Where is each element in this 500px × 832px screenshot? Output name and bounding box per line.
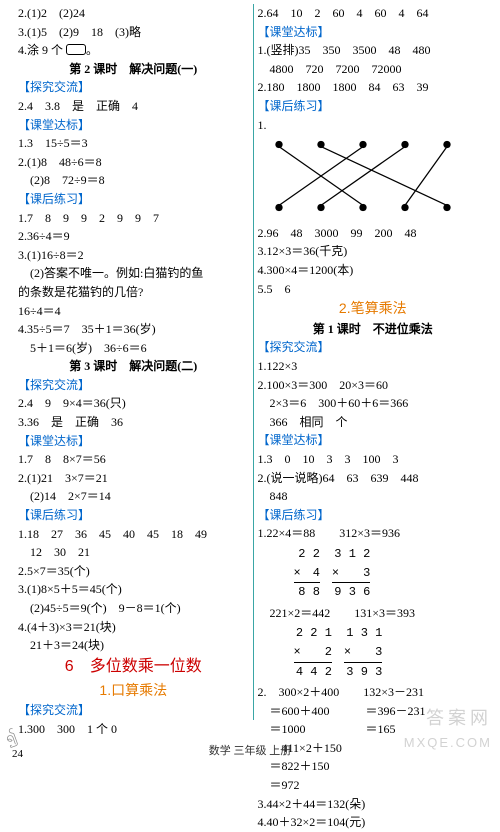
matching-diagram [258,134,468,218]
text-line: 6 多位数乘一位数 [18,655,249,680]
text-line: 3.44×2＋44＝132(朵) [258,795,489,814]
text-line: 【课堂达标】 [18,116,249,135]
text-line: 1.7 8 8×7＝56 [18,450,249,469]
text-line: 3.12×3＝36(千克) [258,242,489,261]
text-line: 4.(4＋3)×3＝21(块) [18,618,249,637]
text-line: 1.(竖排)35 350 3500 48 480 [258,41,489,60]
text-line: 2. 300×2＋400 132×3－231 [258,683,489,702]
text-line: 4.35÷5＝7 35＋1＝36(岁) [18,320,249,339]
text-line: 3.(1)8×5＋5＝45(个) [18,580,249,599]
text-line: 【课堂达标】 [258,431,489,450]
text-line: 366 相同 个 [258,413,489,432]
mult-equation: 221×2＝442 131×3＝393 [258,604,489,623]
text-line: ＝822＋150 [258,757,489,776]
text-line: 2×3＝6 300＋60＋6＝366 [258,394,489,413]
text-line: 2.4 3.8 是 正确 4 [18,97,249,116]
text-line: 5＋1＝6(岁) 36÷6＝6 [18,339,249,358]
text-line: 2.180 1800 1800 84 63 39 [258,78,489,97]
text-line: 1.3 15÷5＝3 [18,134,249,153]
text-line: 1. [258,116,489,135]
text-line: 4.40＋32×2＝104(元) [258,813,489,832]
left-column: 2.(1)2 (2)243.(1)5 (2)9 18 (3)略4.涂 9 个 。… [14,4,254,720]
text-line: 【课后练习】 [258,506,489,525]
text-line: 12 30 21 [18,543,249,562]
text-line: 4800 720 7200 72000 [258,60,489,79]
text-line: 21＋3＝24(块) [18,636,249,655]
right-column: 2.64 10 2 60 4 60 4 64【课堂达标】1.(竖排)35 350… [254,4,493,720]
text-line: 1.3 0 10 3 3 100 3 [258,450,489,469]
text-line: 2.4 9 9×4＝36(只) [18,394,249,413]
watermark-name: 答案网 [426,704,492,730]
text-line: 3.(1)16÷8＝2 [18,246,249,265]
text-line: 2.36÷4＝9 [18,227,249,246]
text-line: 【课堂达标】 [18,432,249,451]
text-line: 2.(1)2 (2)24 [18,4,249,23]
mult-equation: 1.22×4＝88 312×3＝936 [258,524,489,543]
mult-vertical: 3 1 2× 39 3 6 [332,545,370,602]
text-line: (2)8 72÷9＝8 [18,171,249,190]
text-line: (2)答案不唯一。例如:白猫钓的鱼 [18,264,249,283]
text-line: 的条数是花猫钓的几倍? [18,283,249,302]
text-line: 【探究交流】 [258,338,489,357]
text-line: 1.18 27 36 45 40 45 18 49 [18,525,249,544]
mult-vertical: 1 3 1× 33 9 3 [344,624,382,681]
text-line: 4.300×4＝1200(本) [258,261,489,280]
text-line: ＝972 [258,776,489,795]
text-line: 1.7 8 9 9 2 9 9 7 [18,209,249,228]
text-line: 【课堂达标】 [258,23,489,42]
text-line: 2.5×7＝35(个) [18,562,249,581]
blank-box [66,44,86,55]
text-line: 第 2 课时 解决问题(一) [18,60,249,79]
text-line: 1.300 300 1 个 0 [18,720,249,739]
mult-vertical: 2 2 1× 24 4 2 [294,624,332,681]
text-line: 第 3 课时 解决问题(二) [18,357,249,376]
text-line: 2.(1)8 48÷6＝8 [18,153,249,172]
text-line: 【课后练习】 [258,97,489,116]
text-line: 2.(说一说略)64 63 639 448 [258,469,489,488]
text-line: 3.(1)5 (2)9 18 (3)略 [18,23,249,42]
text-line: 2.笔算乘法 [258,298,489,320]
text-line: (2)14 2×7＝14 [18,487,249,506]
text-line: 4.涂 9 个 。 [18,41,249,60]
text-line: 【探究交流】 [18,78,249,97]
text-line: 5.5 6 [258,280,489,299]
text-line: 1.122×3 [258,357,489,376]
mult-vertical-row: 2 2× 48 8 3 1 2× 39 3 6 [258,543,489,604]
text-line: 1.口算乘法 [18,680,249,702]
text-line: 2.100×3＝300 20×3＝60 [258,376,489,395]
text-line: (2)45÷5＝9(个) 9－8＝1(个) [18,599,249,618]
text-line: 2.(1)21 3×7＝21 [18,469,249,488]
text-line: 2.96 48 3000 99 200 48 [258,224,489,243]
text-line: 848 [258,487,489,506]
mult-vertical-row: 2 2 1× 24 4 2 1 3 1× 33 9 3 [258,622,489,683]
watermark-url: MXQE.COM [404,735,492,750]
mult-vertical: 2 2× 48 8 [294,545,320,602]
text-line: 第 1 课时 不进位乘法 [258,320,489,339]
text-line: 【探究交流】 [18,701,249,720]
text-line: 【课后练习】 [18,506,249,525]
text-line: 16÷4＝4 [18,302,249,321]
text-line: 【探究交流】 [18,376,249,395]
text-line: 2.64 10 2 60 4 60 4 64 [258,4,489,23]
text-line: 3.36 是 正确 36 [18,413,249,432]
text-line: 【课后练习】 [18,190,249,209]
